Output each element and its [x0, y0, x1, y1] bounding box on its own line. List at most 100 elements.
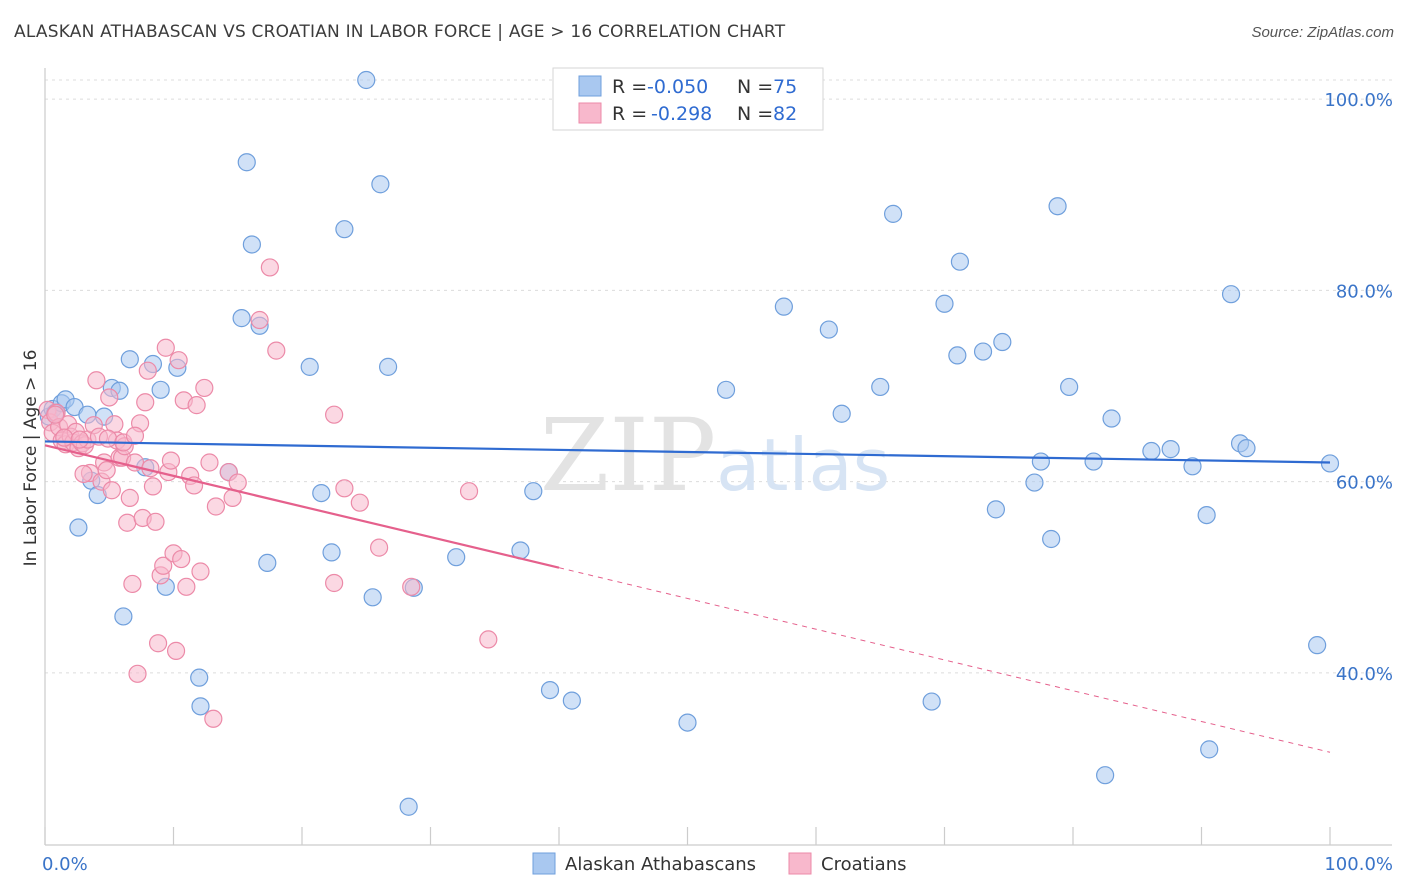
- croatian-point: [97, 461, 116, 480]
- croatian-point: [102, 481, 121, 500]
- athabascan-point: [871, 377, 890, 397]
- athabascan-point: [1060, 377, 1079, 397]
- y-axis-title: In Labor Force | Age > 16: [21, 350, 41, 567]
- athabascan-point: [378, 357, 398, 376]
- legend-n-label-2: N =: [737, 103, 773, 125]
- croatian-trendline: [44, 444, 560, 569]
- athabascan-point: [237, 153, 256, 172]
- croatian-point: [100, 388, 119, 407]
- athabascan-point: [322, 543, 341, 562]
- watermark-atlas: atlas: [716, 423, 890, 507]
- legend-r-value-1: -0.050: [647, 76, 708, 98]
- legend-r-label-2: R =: [612, 103, 647, 125]
- athabascan-point: [832, 404, 851, 423]
- athabascan-point: [335, 220, 354, 239]
- croatian-point: [154, 556, 173, 575]
- croatian-point: [260, 258, 279, 277]
- croatian-point: [55, 428, 74, 447]
- croatian-point: [459, 482, 479, 501]
- points-layer: [38, 70, 1340, 816]
- athabascan-point: [1048, 197, 1067, 216]
- athabascan-point: [371, 175, 390, 194]
- athabascan-point: [1237, 439, 1256, 458]
- athabascan-point: [242, 235, 261, 254]
- athabascan-point: [258, 553, 277, 573]
- legend-r-value-2: -0.298: [651, 103, 712, 125]
- axis-layer: 100.0% 80.0% 60.0% 40.0% 0.0% 100.0%: [42, 68, 1393, 875]
- croatian-point: [206, 497, 226, 516]
- croatian-point: [250, 310, 269, 330]
- athabascan-point: [114, 607, 133, 626]
- athabascan-point: [1161, 440, 1180, 459]
- croatian-point: [118, 513, 137, 532]
- legend-swatch-blue: [578, 75, 602, 97]
- croatian-point: [87, 371, 106, 390]
- athabascan-point: [151, 380, 170, 399]
- athabascan-point: [922, 692, 941, 711]
- croatian-point: [200, 453, 219, 472]
- athabascan-point: [1183, 457, 1202, 476]
- athabascan-point: [120, 350, 139, 369]
- watermark-zip: ZIP: [540, 397, 716, 514]
- athabascan-point: [232, 309, 251, 328]
- watermark: ZIPatlas: [540, 397, 890, 514]
- top-legend: R = -0.050 N = 75 R = -0.298 N = 82: [552, 67, 824, 131]
- bottom-legend: Alaskan Athabascans Croatians: [532, 852, 907, 875]
- trend-layer: [44, 440, 1331, 753]
- croatian-point: [335, 479, 354, 498]
- athabascan-point: [1102, 409, 1121, 428]
- croatian-point: [479, 630, 498, 649]
- croatian-point: [136, 393, 155, 412]
- legend-n-value-2: 82: [773, 103, 797, 125]
- athabascan-point: [716, 380, 736, 399]
- athabascan-point: [357, 70, 376, 90]
- croatian-point: [187, 396, 206, 415]
- svg-text:R = -0.050 N =: R = -0.050 N = 75: [612, 76, 797, 98]
- athabascan-point: [1142, 441, 1161, 461]
- croatian-point: [169, 351, 188, 370]
- y-tick-label: 100.0%: [1324, 90, 1393, 111]
- bottom-legend-label-2: Croatians: [821, 854, 907, 875]
- croatian-point: [161, 451, 181, 470]
- bottom-legend-swatch-blue: [532, 852, 556, 875]
- croatian-point: [204, 709, 223, 728]
- athabascan-point: [986, 500, 1006, 519]
- athabascan-point: [524, 482, 543, 501]
- croatian-point: [128, 664, 147, 683]
- croatian-trendline-extension: [558, 567, 1331, 753]
- croatian-point: [46, 405, 65, 424]
- athabascan-point: [1084, 452, 1103, 471]
- athabascan-point: [562, 691, 581, 710]
- athabascan-point: [973, 342, 993, 361]
- bottom-legend-label-1: Alaskan Athabascans: [565, 854, 756, 875]
- athabascan-point: [1042, 529, 1061, 549]
- croatian-point: [70, 430, 89, 449]
- croatian-point: [350, 493, 369, 512]
- athabascan-point: [69, 518, 88, 537]
- athabascan-point: [950, 252, 970, 271]
- athabascan-point: [312, 484, 331, 503]
- athabascan-trendline: [44, 440, 1331, 464]
- legend-r-label-1: R =: [612, 76, 647, 98]
- croatian-point: [402, 577, 421, 596]
- croatian-point: [74, 464, 93, 484]
- chart-title: ALASKAN ATHABASCAN VS CROATIAN IN LABOR …: [14, 22, 786, 42]
- chart-source: Source: ZipAtlas.com: [1251, 24, 1394, 41]
- athabascan-point: [948, 346, 967, 365]
- croatian-point: [191, 562, 210, 581]
- croatian-point: [146, 512, 165, 531]
- croatian-point: [195, 378, 214, 398]
- x-tick-label: 100.0%: [1324, 854, 1393, 875]
- croatian-point: [325, 573, 344, 593]
- athabascan-point: [399, 797, 418, 816]
- athabascan-point: [993, 332, 1012, 352]
- legend-n-value-1: 75: [773, 76, 797, 98]
- athabascan-point: [540, 680, 560, 700]
- athabascan-point: [819, 320, 838, 339]
- athabascan-point: [1308, 636, 1327, 655]
- athabascan-point: [678, 713, 697, 732]
- croatian-point: [138, 361, 157, 380]
- athabascan-point: [191, 697, 210, 716]
- legend-swatch-pink: [578, 102, 602, 124]
- croatian-point: [325, 405, 344, 424]
